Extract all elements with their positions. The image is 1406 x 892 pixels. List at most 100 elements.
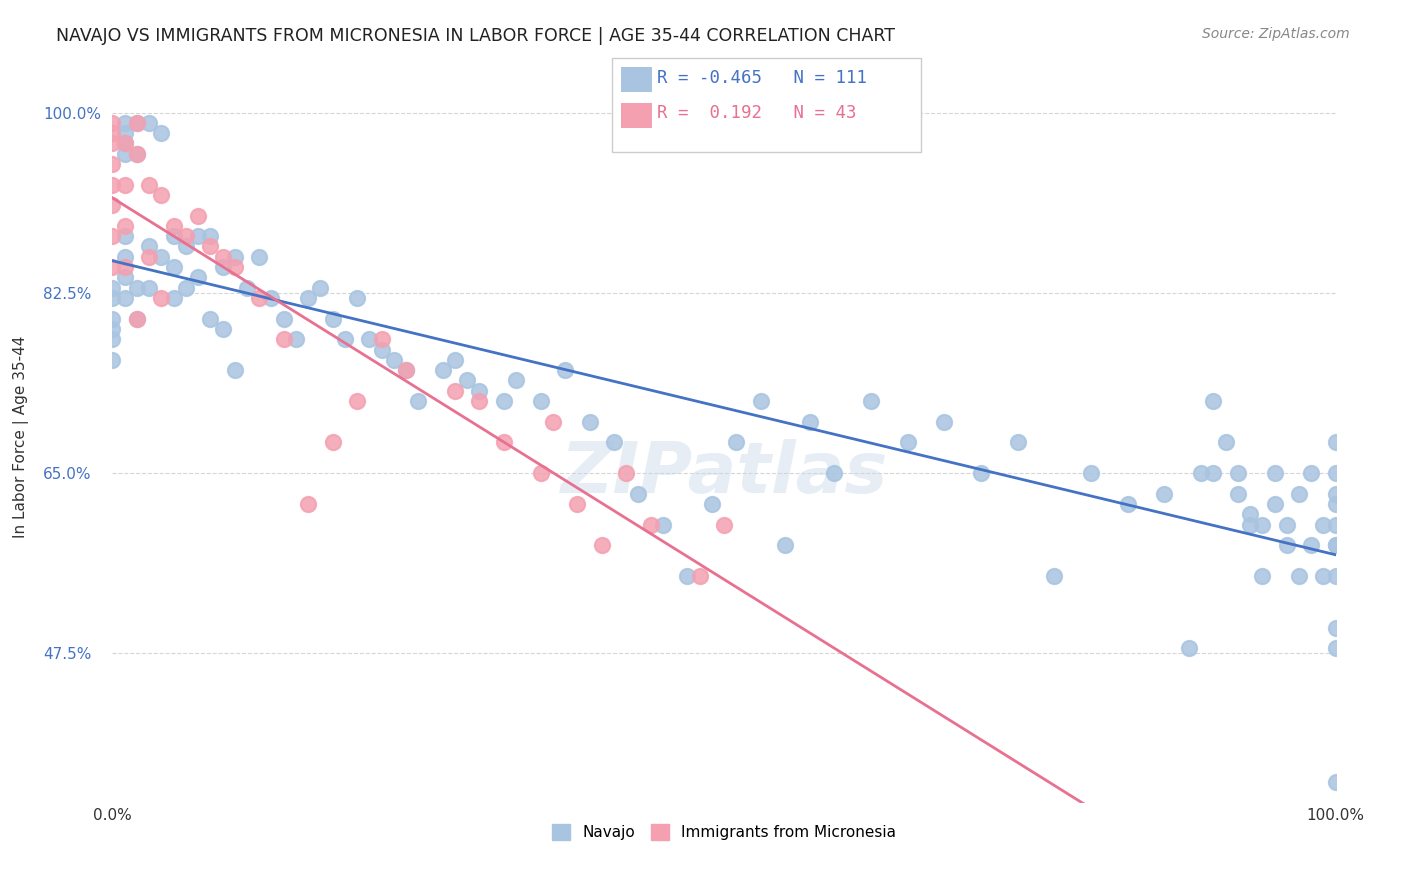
- Point: [101, 126, 124, 140]
- Point: [174, 281, 197, 295]
- Point: [114, 116, 136, 130]
- Point: [1226, 466, 1249, 480]
- Point: [1312, 517, 1334, 532]
- Point: [125, 146, 148, 161]
- Point: [700, 497, 723, 511]
- Point: [163, 219, 186, 233]
- Point: [150, 250, 173, 264]
- Point: [1178, 641, 1201, 656]
- Point: [346, 394, 368, 409]
- Point: [1153, 487, 1175, 501]
- Point: [187, 229, 209, 244]
- Point: [101, 352, 124, 367]
- Point: [174, 229, 197, 244]
- Point: [382, 352, 405, 367]
- Point: [273, 311, 295, 326]
- Point: [125, 311, 148, 326]
- Point: [200, 239, 222, 253]
- Point: [1226, 487, 1249, 501]
- Point: [125, 116, 148, 130]
- Point: [614, 466, 637, 480]
- Point: [456, 373, 478, 387]
- Point: [114, 136, 136, 151]
- Point: [1251, 517, 1274, 532]
- Point: [1080, 466, 1102, 480]
- Point: [725, 435, 748, 450]
- Text: Source: ZipAtlas.com: Source: ZipAtlas.com: [1202, 27, 1350, 41]
- Point: [1324, 775, 1347, 789]
- Point: [395, 363, 418, 377]
- Point: [236, 281, 259, 295]
- Point: [322, 435, 344, 450]
- Point: [1116, 497, 1139, 511]
- Point: [1251, 569, 1274, 583]
- Point: [1324, 466, 1347, 480]
- Point: [114, 219, 136, 233]
- Point: [333, 332, 356, 346]
- Point: [163, 229, 186, 244]
- Point: [284, 332, 308, 346]
- Point: [101, 332, 124, 346]
- Point: [247, 250, 270, 264]
- Text: R = -0.465   N = 111: R = -0.465 N = 111: [657, 69, 866, 87]
- Point: [138, 250, 160, 264]
- Point: [370, 332, 392, 346]
- Point: [1324, 641, 1347, 656]
- Point: [1288, 569, 1310, 583]
- Point: [150, 188, 173, 202]
- Text: ZIPatlas: ZIPatlas: [561, 439, 887, 508]
- Point: [138, 281, 160, 295]
- Point: [114, 178, 136, 192]
- Point: [138, 116, 160, 130]
- Point: [101, 311, 124, 326]
- Point: [125, 311, 148, 326]
- Point: [1324, 569, 1347, 583]
- Point: [163, 291, 186, 305]
- Point: [174, 239, 197, 253]
- Point: [627, 487, 650, 501]
- Point: [529, 466, 551, 480]
- Point: [775, 538, 797, 552]
- Point: [578, 415, 600, 429]
- Point: [554, 363, 576, 377]
- Point: [1043, 569, 1066, 583]
- Point: [125, 281, 148, 295]
- Point: [1264, 466, 1286, 480]
- Point: [1324, 621, 1347, 635]
- Point: [247, 291, 270, 305]
- Point: [224, 363, 246, 377]
- Point: [138, 178, 160, 192]
- Point: [408, 394, 430, 409]
- Point: [138, 239, 160, 253]
- Point: [309, 281, 332, 295]
- Point: [1239, 517, 1261, 532]
- Point: [1007, 435, 1029, 450]
- Point: [273, 332, 295, 346]
- Point: [114, 270, 136, 285]
- Point: [114, 126, 136, 140]
- Legend: Navajo, Immigrants from Micronesia: Navajo, Immigrants from Micronesia: [546, 818, 903, 847]
- Point: [1312, 569, 1334, 583]
- Point: [101, 178, 124, 192]
- Point: [492, 435, 515, 450]
- Point: [370, 343, 392, 357]
- Point: [432, 363, 454, 377]
- Point: [163, 260, 186, 274]
- Point: [897, 435, 920, 450]
- Point: [591, 538, 613, 552]
- Point: [297, 291, 319, 305]
- Point: [1301, 466, 1323, 480]
- Point: [1288, 487, 1310, 501]
- Point: [224, 250, 246, 264]
- Point: [114, 250, 136, 264]
- Point: [101, 136, 124, 151]
- Point: [114, 229, 136, 244]
- Point: [114, 291, 136, 305]
- Point: [211, 260, 233, 274]
- Point: [492, 394, 515, 409]
- Point: [1324, 517, 1347, 532]
- Point: [395, 363, 418, 377]
- Point: [101, 198, 124, 212]
- Point: [444, 384, 467, 398]
- Point: [689, 569, 711, 583]
